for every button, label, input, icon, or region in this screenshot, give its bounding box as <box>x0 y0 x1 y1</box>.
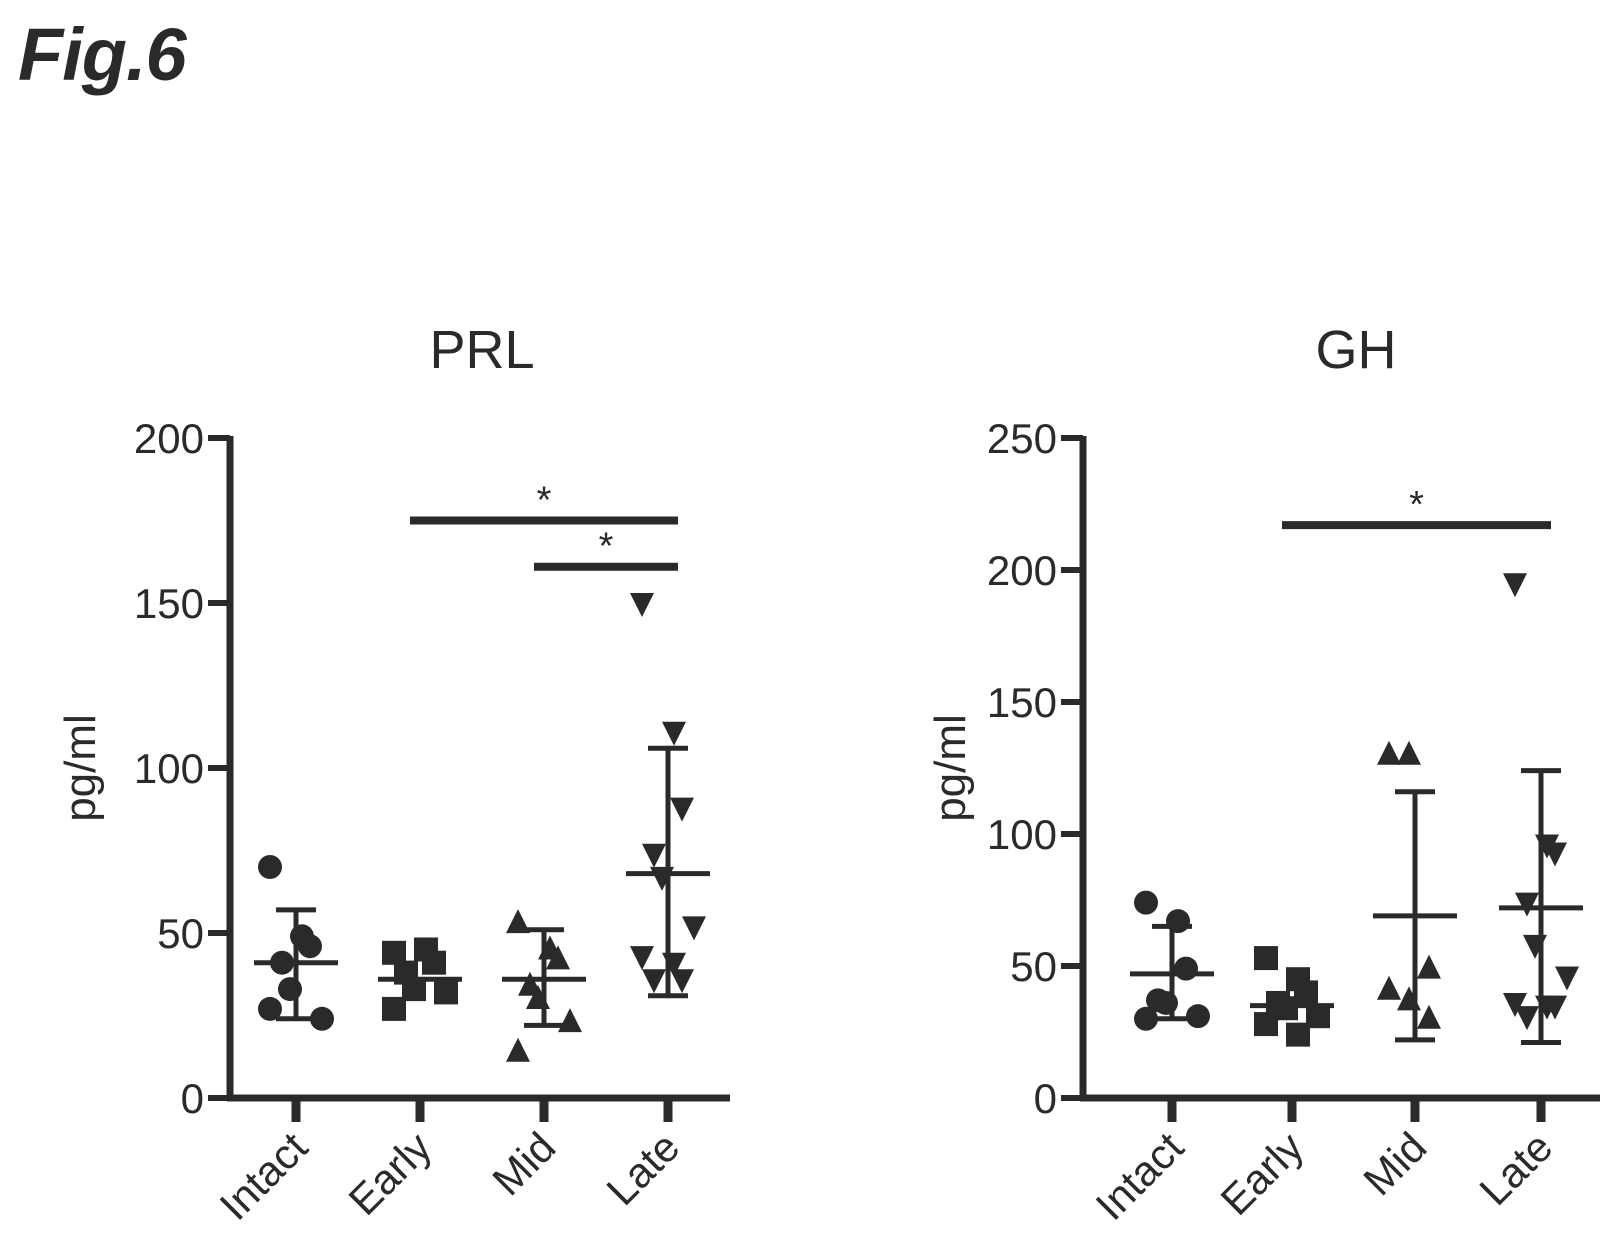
series-late <box>626 593 710 999</box>
significance-label: * <box>537 480 552 522</box>
series-early <box>378 937 462 1021</box>
x-tick-label: Late <box>1470 1123 1561 1214</box>
data-point <box>630 593 654 617</box>
data-point <box>1543 842 1567 867</box>
data-point <box>1254 946 1278 971</box>
y-tick-label: 0 <box>181 1075 204 1122</box>
data-point <box>1377 740 1401 765</box>
y-tick-label: 0 <box>1034 1075 1057 1122</box>
y-tick-label: 100 <box>134 745 204 792</box>
chart-panel-gh: GH pg/ml 0 50 100 150 200 250 Intact Early Mid Late… <box>926 320 1600 1229</box>
data-point <box>642 969 666 994</box>
data-point <box>434 980 458 1005</box>
data-point <box>1515 1006 1539 1031</box>
x-tick-label: Mid <box>483 1123 564 1204</box>
data-point <box>382 996 406 1021</box>
data-point <box>1186 1004 1210 1029</box>
data-point <box>1306 1004 1330 1029</box>
data-point <box>642 843 666 868</box>
data-point <box>1515 892 1539 917</box>
data-point <box>1286 1022 1310 1047</box>
y-axis-label: pg/ml <box>56 714 105 822</box>
x-tick-label: Early <box>1211 1123 1312 1224</box>
y-tick-label: 100 <box>987 811 1057 858</box>
x-tick-label: Late <box>597 1123 688 1214</box>
data-point <box>670 969 694 994</box>
series-mid <box>1373 740 1457 1043</box>
x-tick-label: Early <box>339 1123 440 1224</box>
data-point <box>662 721 686 746</box>
data-point <box>630 946 654 971</box>
significance-label: * <box>599 526 614 568</box>
y-tick-label: 250 <box>987 415 1057 462</box>
significance-label: * <box>1409 484 1424 526</box>
data-point <box>1134 1006 1158 1031</box>
data-point <box>1503 992 1527 1017</box>
data-point <box>546 945 570 970</box>
data-point <box>1254 1012 1278 1037</box>
x-tick-label: Intact <box>210 1123 316 1229</box>
data-point <box>422 950 446 975</box>
y-tick-label: 150 <box>134 580 204 627</box>
figure-title: Fig.6 <box>18 13 187 96</box>
data-point <box>1377 975 1401 1000</box>
x-tick-label: Intact <box>1086 1123 1192 1229</box>
series-late <box>1499 573 1583 1046</box>
chart-title: PRL <box>429 320 534 380</box>
data-point <box>506 909 530 934</box>
data-point <box>682 916 706 941</box>
y-axis-label: pg/ml <box>926 714 975 822</box>
y-tick-label: 50 <box>157 910 204 957</box>
data-point <box>258 996 282 1021</box>
chart-title: GH <box>1316 320 1397 380</box>
data-point <box>558 1008 582 1033</box>
data-point <box>1417 954 1441 979</box>
data-point <box>1417 1004 1441 1029</box>
series-mid <box>502 909 586 1062</box>
chart-panel-prl: PRL pg/ml 0 50 100 150 200 Intact Early Mid Late * * <box>56 320 730 1229</box>
y-tick-label: 50 <box>1010 943 1057 990</box>
data-point <box>670 797 694 822</box>
data-point <box>310 1006 334 1031</box>
data-point <box>1503 573 1527 598</box>
series-intact <box>254 855 338 1031</box>
data-point <box>1555 966 1579 991</box>
y-tick-label: 150 <box>987 679 1057 726</box>
x-tick-label: Mid <box>1354 1123 1435 1204</box>
series-early <box>1250 946 1334 1047</box>
data-point <box>1134 890 1158 915</box>
data-point <box>1397 740 1421 765</box>
data-point <box>298 934 322 959</box>
data-point <box>506 1037 530 1062</box>
y-tick-label: 200 <box>987 547 1057 594</box>
data-point <box>1174 956 1198 981</box>
data-point <box>1543 995 1567 1020</box>
series-intact <box>1130 890 1214 1031</box>
y-tick-label: 200 <box>134 415 204 462</box>
data-point <box>258 855 282 879</box>
